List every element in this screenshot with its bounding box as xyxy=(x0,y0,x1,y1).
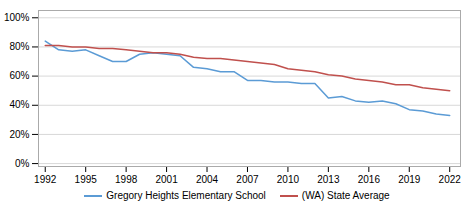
svg-text:40%: 40% xyxy=(9,99,29,110)
svg-text:2016: 2016 xyxy=(358,174,381,185)
svg-text:2019: 2019 xyxy=(398,174,421,185)
svg-text:0%: 0% xyxy=(15,158,30,169)
svg-text:2013: 2013 xyxy=(317,174,340,185)
html-text:Gregory Heights Elementary Sch: Gregory Heights Elementary School xyxy=(106,190,266,201)
svg-text:2022: 2022 xyxy=(439,174,462,185)
svg-text:1998: 1998 xyxy=(115,174,138,185)
svg-text:100%: 100% xyxy=(4,12,30,23)
svg-text:2001: 2001 xyxy=(155,174,178,185)
svg-text:1995: 1995 xyxy=(75,174,98,185)
svg-text:2004: 2004 xyxy=(196,174,219,185)
html-text:(WA) State Average: (WA) State Average xyxy=(301,190,390,201)
svg-text:80%: 80% xyxy=(9,41,29,52)
svg-text:2007: 2007 xyxy=(236,174,259,185)
svg-text:20%: 20% xyxy=(9,129,29,140)
svg-text:60%: 60% xyxy=(9,70,29,81)
svg-text:2010: 2010 xyxy=(277,174,300,185)
svg-text:1992: 1992 xyxy=(34,174,57,185)
